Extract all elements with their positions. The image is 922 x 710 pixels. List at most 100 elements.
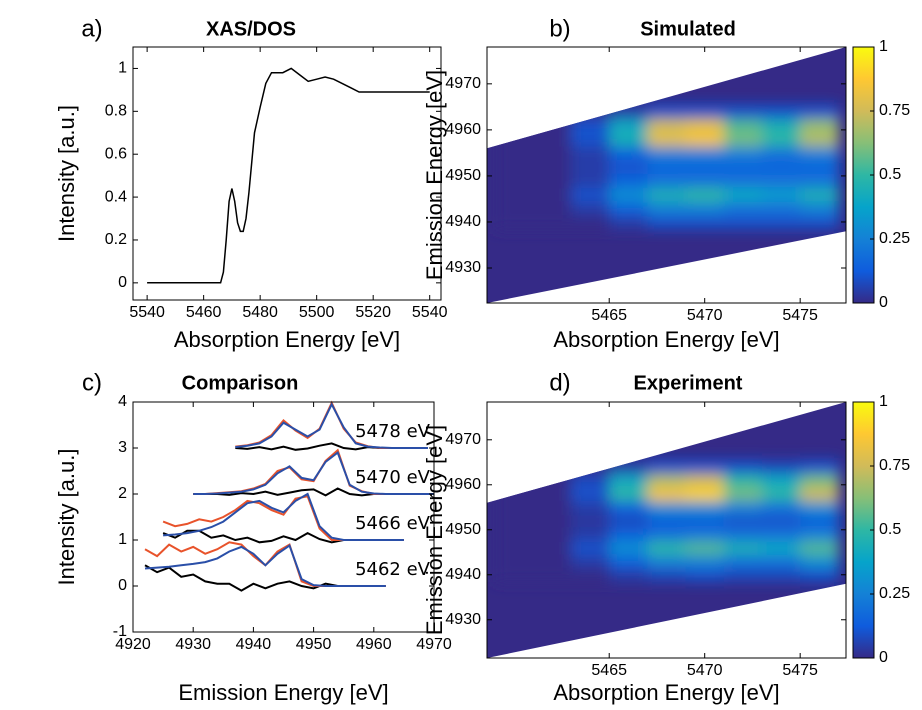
heat-cell — [532, 541, 572, 556]
heat-cell — [685, 514, 725, 529]
heat-cell — [532, 201, 572, 216]
x-axis-label: Absorption Energy [eV] — [174, 327, 400, 352]
heat-cell — [571, 527, 610, 542]
y-tick-label: 4970 — [445, 431, 481, 448]
y-axis-label: Emission Energy [eV] — [422, 425, 447, 635]
heat-cell — [761, 104, 801, 119]
simulation-line — [193, 450, 434, 495]
heat-cell — [609, 568, 648, 583]
heat-cell — [800, 473, 839, 488]
heat-cell — [532, 500, 572, 515]
y-tick-label: 4960 — [445, 121, 481, 138]
heat-cell — [647, 173, 687, 188]
x-tick-label: 5540 — [129, 304, 165, 321]
y-axis-label: Intensity [a.u.] — [54, 449, 79, 586]
heat-cell — [494, 554, 534, 569]
y-tick-label: 0 — [118, 577, 127, 594]
panel-label: b) — [549, 15, 570, 42]
heat-cell — [685, 473, 725, 488]
heat-cell — [723, 460, 763, 475]
heat-cell — [761, 118, 801, 133]
heat-cell — [571, 460, 610, 475]
heat-cell — [647, 554, 687, 569]
y-tick-label: 4970 — [445, 75, 481, 92]
heat-cell — [571, 215, 610, 230]
x-tick-label: 5460 — [186, 304, 222, 321]
heat-cell — [647, 159, 687, 175]
x-tick-label: 4950 — [296, 636, 332, 653]
x-tick-label: 5465 — [591, 307, 627, 324]
heat-cell — [800, 527, 839, 542]
heat-cell — [609, 527, 648, 542]
heat-cell — [532, 487, 572, 502]
x-tick-label: 5500 — [299, 304, 335, 321]
simulation-line — [235, 402, 428, 449]
x-tick-label: 5520 — [355, 304, 391, 321]
heat-cell — [571, 473, 610, 488]
heat-cell — [800, 132, 839, 147]
heat-cell — [532, 554, 572, 569]
heat-cell — [761, 554, 801, 569]
heat-cell — [761, 473, 801, 488]
heat-cell — [609, 104, 648, 119]
heat-cell — [800, 554, 839, 569]
colorbar-tick-label: 0.25 — [879, 230, 910, 247]
heat-cell — [532, 132, 572, 147]
colorbar-tick-label: 0 — [879, 294, 888, 311]
heat-cell — [609, 173, 648, 188]
heat-cell — [761, 527, 801, 542]
y-tick-label: 1 — [118, 60, 127, 77]
heat-cell — [494, 541, 534, 556]
simulation-line — [163, 492, 404, 541]
heat-cell — [800, 173, 839, 188]
heat-cell — [647, 527, 687, 542]
heat-cell — [723, 568, 763, 583]
heat-cell — [494, 568, 534, 583]
heat-cell — [532, 460, 572, 475]
line — [147, 67, 430, 284]
x-tick-label: 5470 — [687, 307, 723, 324]
heat-cell — [494, 473, 534, 488]
heat-cell — [609, 145, 648, 161]
x-tick-label: 5465 — [591, 662, 627, 679]
heat-cell — [685, 460, 725, 475]
panel-label: d) — [549, 369, 570, 396]
heat-cell — [800, 487, 839, 502]
heat-cell — [800, 201, 839, 216]
heat-cell — [761, 201, 801, 216]
plot-frame — [132, 46, 442, 301]
heat-cell — [723, 487, 763, 502]
y-tick-label: 1 — [118, 531, 127, 548]
heat-cell — [494, 215, 534, 230]
heat-cell — [494, 487, 534, 502]
heat-cell — [800, 215, 839, 230]
heat-cell — [685, 201, 725, 216]
heat-cell — [494, 201, 534, 216]
x-axis-label: Absorption Energy [eV] — [553, 327, 779, 352]
chart-title: Experiment — [634, 372, 743, 394]
y-tick-label: 0.4 — [105, 188, 127, 205]
heat-cell — [571, 187, 610, 202]
x-tick-label: 4970 — [416, 636, 452, 653]
heat-cell — [571, 132, 610, 147]
heat-cell — [800, 500, 839, 515]
simulation-line — [144, 543, 386, 587]
colorbar-tick-label: 0.5 — [879, 166, 901, 183]
x-tick-label: 4960 — [356, 636, 392, 653]
heat-cell — [494, 173, 534, 188]
heat-cell — [723, 215, 763, 230]
heat-cell — [800, 541, 839, 556]
heat-cell — [609, 554, 648, 569]
heat-cell — [609, 201, 648, 216]
heat-cell — [723, 473, 763, 488]
heat-cell — [685, 132, 725, 147]
heat-cell — [761, 541, 801, 556]
heat-cell — [571, 487, 610, 502]
curve-label: 5478 eV — [355, 421, 431, 442]
heat-cell — [800, 568, 839, 583]
y-tick-label: 2 — [118, 485, 127, 502]
heat-cell — [609, 118, 648, 133]
y-tick-label: 4950 — [445, 521, 481, 538]
heat-cell — [761, 159, 801, 175]
